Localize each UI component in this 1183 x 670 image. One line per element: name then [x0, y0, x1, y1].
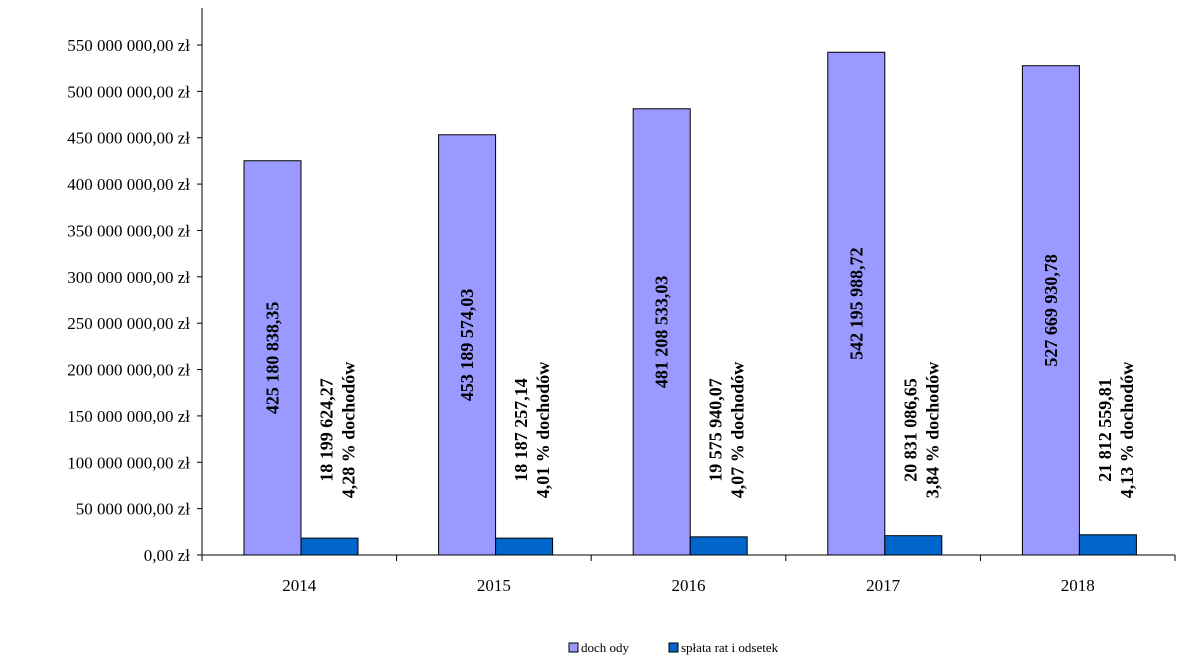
y-tick-label: 150 000 000,00 zł	[67, 407, 190, 426]
bar-splata	[884, 535, 943, 556]
data-label: 3,84 % dochodów	[922, 362, 942, 499]
data-label: 19 575 940,07	[706, 378, 726, 482]
legend-label: doch ody	[581, 640, 630, 655]
data-label: 542 195 988,72	[846, 247, 866, 360]
bar-splata	[689, 536, 748, 556]
data-label: 4,28 % dochodów	[339, 362, 359, 499]
x-tick-label: 2014	[282, 576, 317, 595]
bars	[243, 51, 1137, 556]
bar-dochody	[243, 160, 302, 556]
bar-splata	[300, 537, 359, 556]
bar-splata	[1078, 534, 1137, 556]
y-tick-label: 500 000 000,00 zł	[67, 82, 190, 101]
data-label: 4,01 % dochodów	[533, 362, 553, 499]
legend-swatch	[668, 642, 679, 653]
y-tick-label: 250 000 000,00 zł	[67, 314, 190, 333]
legend-label: spłata rat i odsetek	[681, 640, 779, 655]
data-label: 425 180 838,35	[263, 302, 283, 415]
legend: doch ody spłata rat i odsetek	[568, 640, 779, 655]
y-tick-label: 550 000 000,00 zł	[67, 36, 190, 55]
y-tick-label: 200 000 000,00 zł	[67, 361, 190, 380]
x-tick-label: 2016	[672, 576, 706, 595]
data-label: 453 189 574,03	[457, 289, 477, 402]
data-label: 4,13 % dochodów	[1117, 362, 1137, 499]
data-label: 481 208 533,03	[652, 276, 672, 389]
x-tick-label: 2015	[477, 576, 511, 595]
y-tick-label: 400 000 000,00 zł	[67, 175, 190, 194]
y-tick-label: 100 000 000,00 zł	[67, 453, 190, 472]
data-label: 18 187 257,14	[511, 378, 531, 482]
data-label: 18 199 624,27	[317, 378, 337, 482]
legend-swatch	[568, 642, 579, 653]
data-label: 21 812 559,81	[1095, 378, 1115, 482]
y-tick-label: 300 000 000,00 zł	[67, 268, 190, 287]
bar-dochody	[827, 51, 886, 556]
bar-dochody	[632, 108, 691, 556]
y-tick-label: 350 000 000,00 zł	[67, 221, 190, 240]
data-label: 20 831 086,65	[900, 378, 920, 482]
bar-dochody	[438, 134, 497, 556]
y-axis-ticks: 0,00 zł 50 000 000,00 zł 100 000 000,00 zł…	[67, 36, 202, 565]
bar-splata	[495, 537, 554, 556]
data-label: 527 669 930,78	[1041, 254, 1061, 367]
y-tick-label: 450 000 000,00 zł	[67, 129, 190, 148]
data-labels: 425 180 838,35 18 199 624,27 4,28 % dochod…	[263, 247, 1137, 498]
x-tick-label: 2018	[1061, 576, 1095, 595]
x-axis-labels: 2014 2015 2016 2017 2018	[282, 576, 1094, 595]
bar-dochody	[1021, 65, 1080, 556]
y-tick-label: 50 000 000,00 zł	[76, 500, 191, 519]
y-tick-label: 0,00 zł	[144, 546, 191, 565]
x-tick-label: 2017	[866, 576, 901, 595]
data-label: 4,07 % dochodów	[728, 362, 748, 499]
